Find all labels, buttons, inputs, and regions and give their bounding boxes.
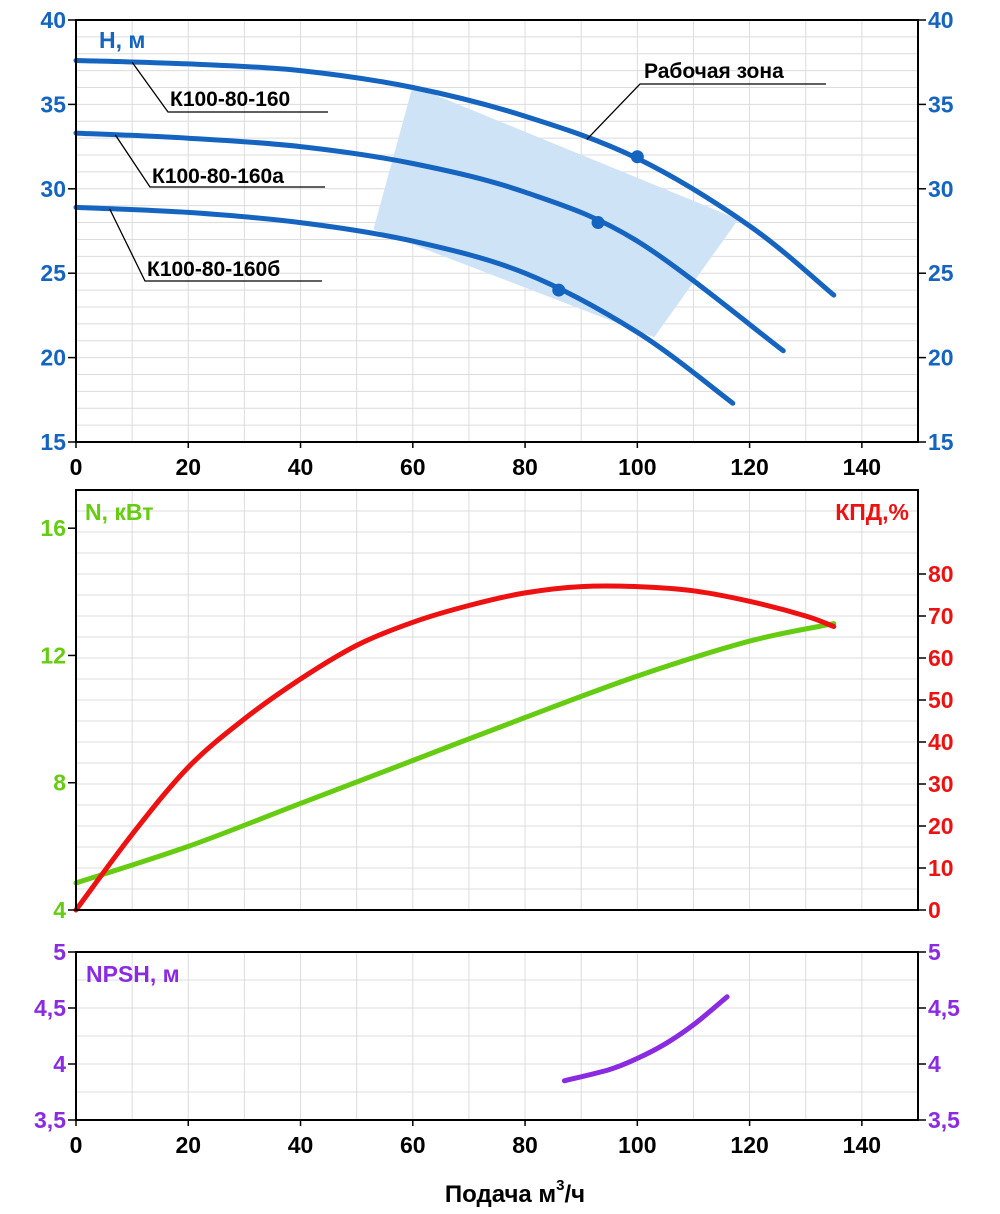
head-y-tick: 30 [40, 176, 66, 202]
power-y-tick: 16 [40, 515, 66, 541]
efficiency-axis-label: КПД,% [835, 499, 909, 525]
head-axis-label: H, м [99, 27, 145, 53]
head-chart-panel: 15 20 25 30 35 40 15 20 25 30 35 40 0 20 40 60 80 100 120 1… [40, 7, 953, 480]
operating-point-0 [630, 150, 644, 164]
series-leader-line-0 [131, 61, 328, 113]
head-curve-0 [73, 58, 837, 298]
x-tick-label: 60 [400, 454, 426, 480]
npsh-curves [561, 994, 730, 1084]
x-tick-label: 140 [843, 1132, 881, 1158]
series-label-k100-80-160: К100-80-160 [170, 88, 290, 111]
operating-point-2 [552, 283, 566, 297]
head-y-tick: 20 [40, 345, 66, 371]
power-efficiency-grid [76, 490, 918, 910]
power-efficiency-panel: 4 8 12 16 0 10 20 30 40 50 60 70 80 N, кВт КПД,% [40, 489, 954, 923]
efficiency-y-tick: 50 [928, 687, 954, 713]
working-zone-leader-line [586, 83, 826, 140]
x-tick-label: 60 [400, 1132, 426, 1158]
power-y-tick: 4 [53, 897, 66, 923]
x-tick-label: 100 [618, 1132, 656, 1158]
head-y-tick-right: 35 [928, 91, 954, 117]
head-y-tick: 25 [40, 260, 66, 286]
head-curves [73, 58, 837, 406]
head-y-tick-right: 15 [928, 429, 954, 455]
power-y-tick: 12 [40, 642, 66, 668]
x-tick-label: 80 [512, 1132, 538, 1158]
head-chart-frame [75, 19, 919, 443]
npsh-y-tick: 3,5 [34, 1107, 66, 1133]
efficiency-y-tick: 60 [928, 645, 954, 671]
efficiency-y-tick: 70 [928, 603, 954, 629]
head-y-tick-right: 40 [928, 7, 954, 33]
x-tick-label: 40 [288, 1132, 314, 1158]
x-tick-label: 80 [512, 454, 538, 480]
npsh-y-tick: 4,5 [34, 995, 66, 1021]
efficiency-y-tick: 40 [928, 729, 954, 755]
power-efficiency-curves [73, 583, 837, 913]
npsh-curve [561, 994, 730, 1084]
efficiency-y-tick: 80 [928, 561, 954, 587]
working-zone-area [373, 85, 739, 338]
head-y-tick-right: 30 [928, 176, 954, 202]
head-y-tick: 15 [40, 429, 66, 455]
npsh-y-tick-right: 5 [928, 939, 941, 965]
x-axis-label: Подача м3/ч [445, 1177, 585, 1208]
efficiency-y-tick: 0 [928, 897, 941, 923]
working-zone-label: Рабочая зона [644, 60, 784, 83]
x-tick-label: 120 [730, 1132, 768, 1158]
npsh-axis-label: NPSH, м [86, 961, 180, 987]
x-tick-label: 120 [730, 454, 768, 480]
x-tick-label: 0 [70, 454, 83, 480]
operating-points [552, 150, 644, 297]
npsh-panel: 3,5 4 4,5 5 3,5 4 4,5 5 0 20 40 60 80 100 120 140 NPSH,… [34, 939, 960, 1158]
npsh-ticks: 3,5 4 4,5 5 3,5 4 4,5 5 0 20 40 60 80 100 120 140 [34, 939, 960, 1158]
npsh-y-tick-right: 3,5 [928, 1107, 960, 1133]
head-y-tick: 35 [40, 91, 66, 117]
npsh-y-tick-right: 4,5 [928, 995, 960, 1021]
power-y-tick: 8 [53, 770, 66, 796]
x-tick-label: 40 [288, 454, 314, 480]
x-tick-label: 0 [70, 1132, 83, 1158]
head-curve-1 [73, 130, 786, 354]
power-efficiency-ticks: 4 8 12 16 0 10 20 30 40 50 60 70 80 [40, 515, 953, 923]
efficiency-y-tick: 30 [928, 771, 954, 797]
power-curve [73, 621, 837, 886]
efficiency-curve [73, 583, 837, 913]
x-tick-label: 20 [175, 1132, 201, 1158]
series-leader-line-1 [114, 134, 325, 188]
power-axis-label: N, кВт [85, 499, 153, 525]
x-tick-label: 100 [618, 454, 656, 480]
x-tick-label: 20 [175, 454, 201, 480]
series-label-k100-80-160b: К100-80-160б [147, 258, 280, 281]
head-y-tick-right: 20 [928, 345, 954, 371]
operating-point-1 [591, 216, 605, 230]
efficiency-y-tick: 10 [928, 855, 954, 881]
series-leader-line-2 [109, 208, 322, 282]
npsh-frame [75, 951, 919, 1121]
npsh-grid [76, 952, 918, 1120]
x-tick-label: 140 [843, 454, 881, 480]
head-chart-ticks: 15 20 25 30 35 40 15 20 25 30 35 40 0 20 40 60 80 100 120 1… [40, 7, 953, 480]
head-y-tick: 40 [40, 7, 66, 33]
npsh-y-tick: 4 [53, 1051, 66, 1077]
head-y-tick-right: 25 [928, 260, 954, 286]
series-label-k100-80-160a: К100-80-160а [152, 165, 284, 188]
head-curve-2 [73, 204, 736, 406]
npsh-y-tick: 5 [53, 939, 66, 965]
series-label-leaders [109, 61, 826, 282]
npsh-y-tick-right: 4 [928, 1051, 941, 1077]
efficiency-y-tick: 20 [928, 813, 954, 839]
